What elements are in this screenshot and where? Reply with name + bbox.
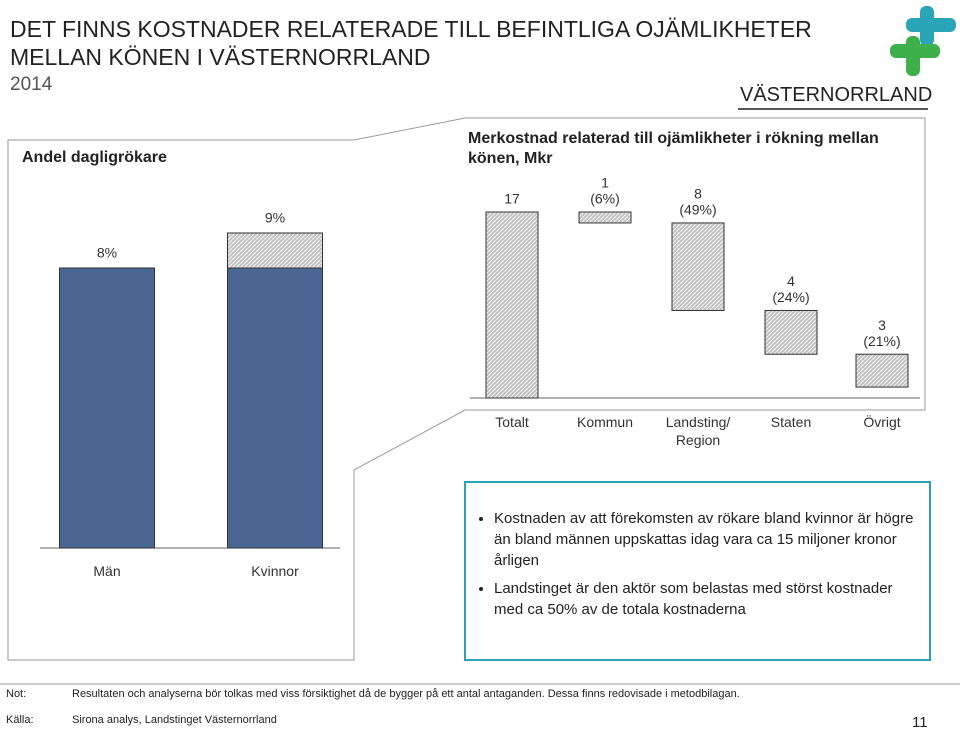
- bar-difference: [227, 232, 323, 269]
- value-label: 8%: [97, 245, 117, 261]
- value-label: 9%: [265, 210, 285, 226]
- bar: [227, 267, 323, 549]
- bullet-list: Kostnaden av att förekomsten av rökare b…: [474, 508, 924, 620]
- x-tick-label: Staten: [770, 414, 812, 430]
- source: Sirona analys, Landstinget Västernorrlan…: [72, 714, 277, 726]
- bar: [578, 211, 632, 224]
- title-line: MELLAN KÖNEN I VÄSTERNORRLAND: [10, 44, 431, 70]
- bar: [485, 211, 539, 399]
- bar: [764, 309, 818, 355]
- x-tick-label: Landsting/ Region: [665, 414, 731, 448]
- bullet-box: [464, 481, 931, 661]
- chart-title: Merkostnad relaterad till ojämlikheter i…: [468, 130, 879, 167]
- value-label: 4: [787, 273, 795, 289]
- value-label: 17: [504, 191, 520, 207]
- logo: [890, 6, 956, 76]
- chart-title: Andel dagligrökare: [22, 149, 167, 166]
- bullet: Kostnaden av att förekomsten av rökare b…: [494, 508, 924, 571]
- x-tick-label: Övrigt: [863, 414, 901, 430]
- panel-outline: [7, 117, 926, 661]
- share-label: (6%): [590, 191, 620, 207]
- share-label: (49%): [679, 202, 716, 218]
- x-tick-label: Män: [93, 563, 121, 579]
- share-label: (21%): [863, 333, 900, 349]
- x-tick-label: Kvinnor: [251, 563, 299, 579]
- value-label: 8: [694, 186, 702, 202]
- source-label: Källa:: [6, 714, 34, 726]
- x-tick-label: Kommun: [576, 414, 634, 430]
- value-label: 1: [601, 175, 609, 191]
- share-label: (24%): [772, 289, 809, 305]
- note-label: Not:: [6, 688, 27, 700]
- value-label: 3: [878, 317, 886, 333]
- year: 2014: [10, 74, 53, 95]
- page-number: 11: [912, 714, 928, 729]
- x-tick-label: Totalt: [495, 414, 529, 430]
- bar: [855, 353, 909, 388]
- title-line: DET FINNS KOSTNADER RELATERADE TILL BEFI…: [10, 16, 812, 42]
- bullet: Landstinget är den aktör som belastas me…: [494, 578, 924, 620]
- note: Resultaten och analyserna bör tolkas med…: [72, 688, 740, 700]
- logo-text: VÄSTERNORRLAND: [740, 84, 933, 106]
- bar: [59, 267, 155, 549]
- bar: [671, 222, 725, 311]
